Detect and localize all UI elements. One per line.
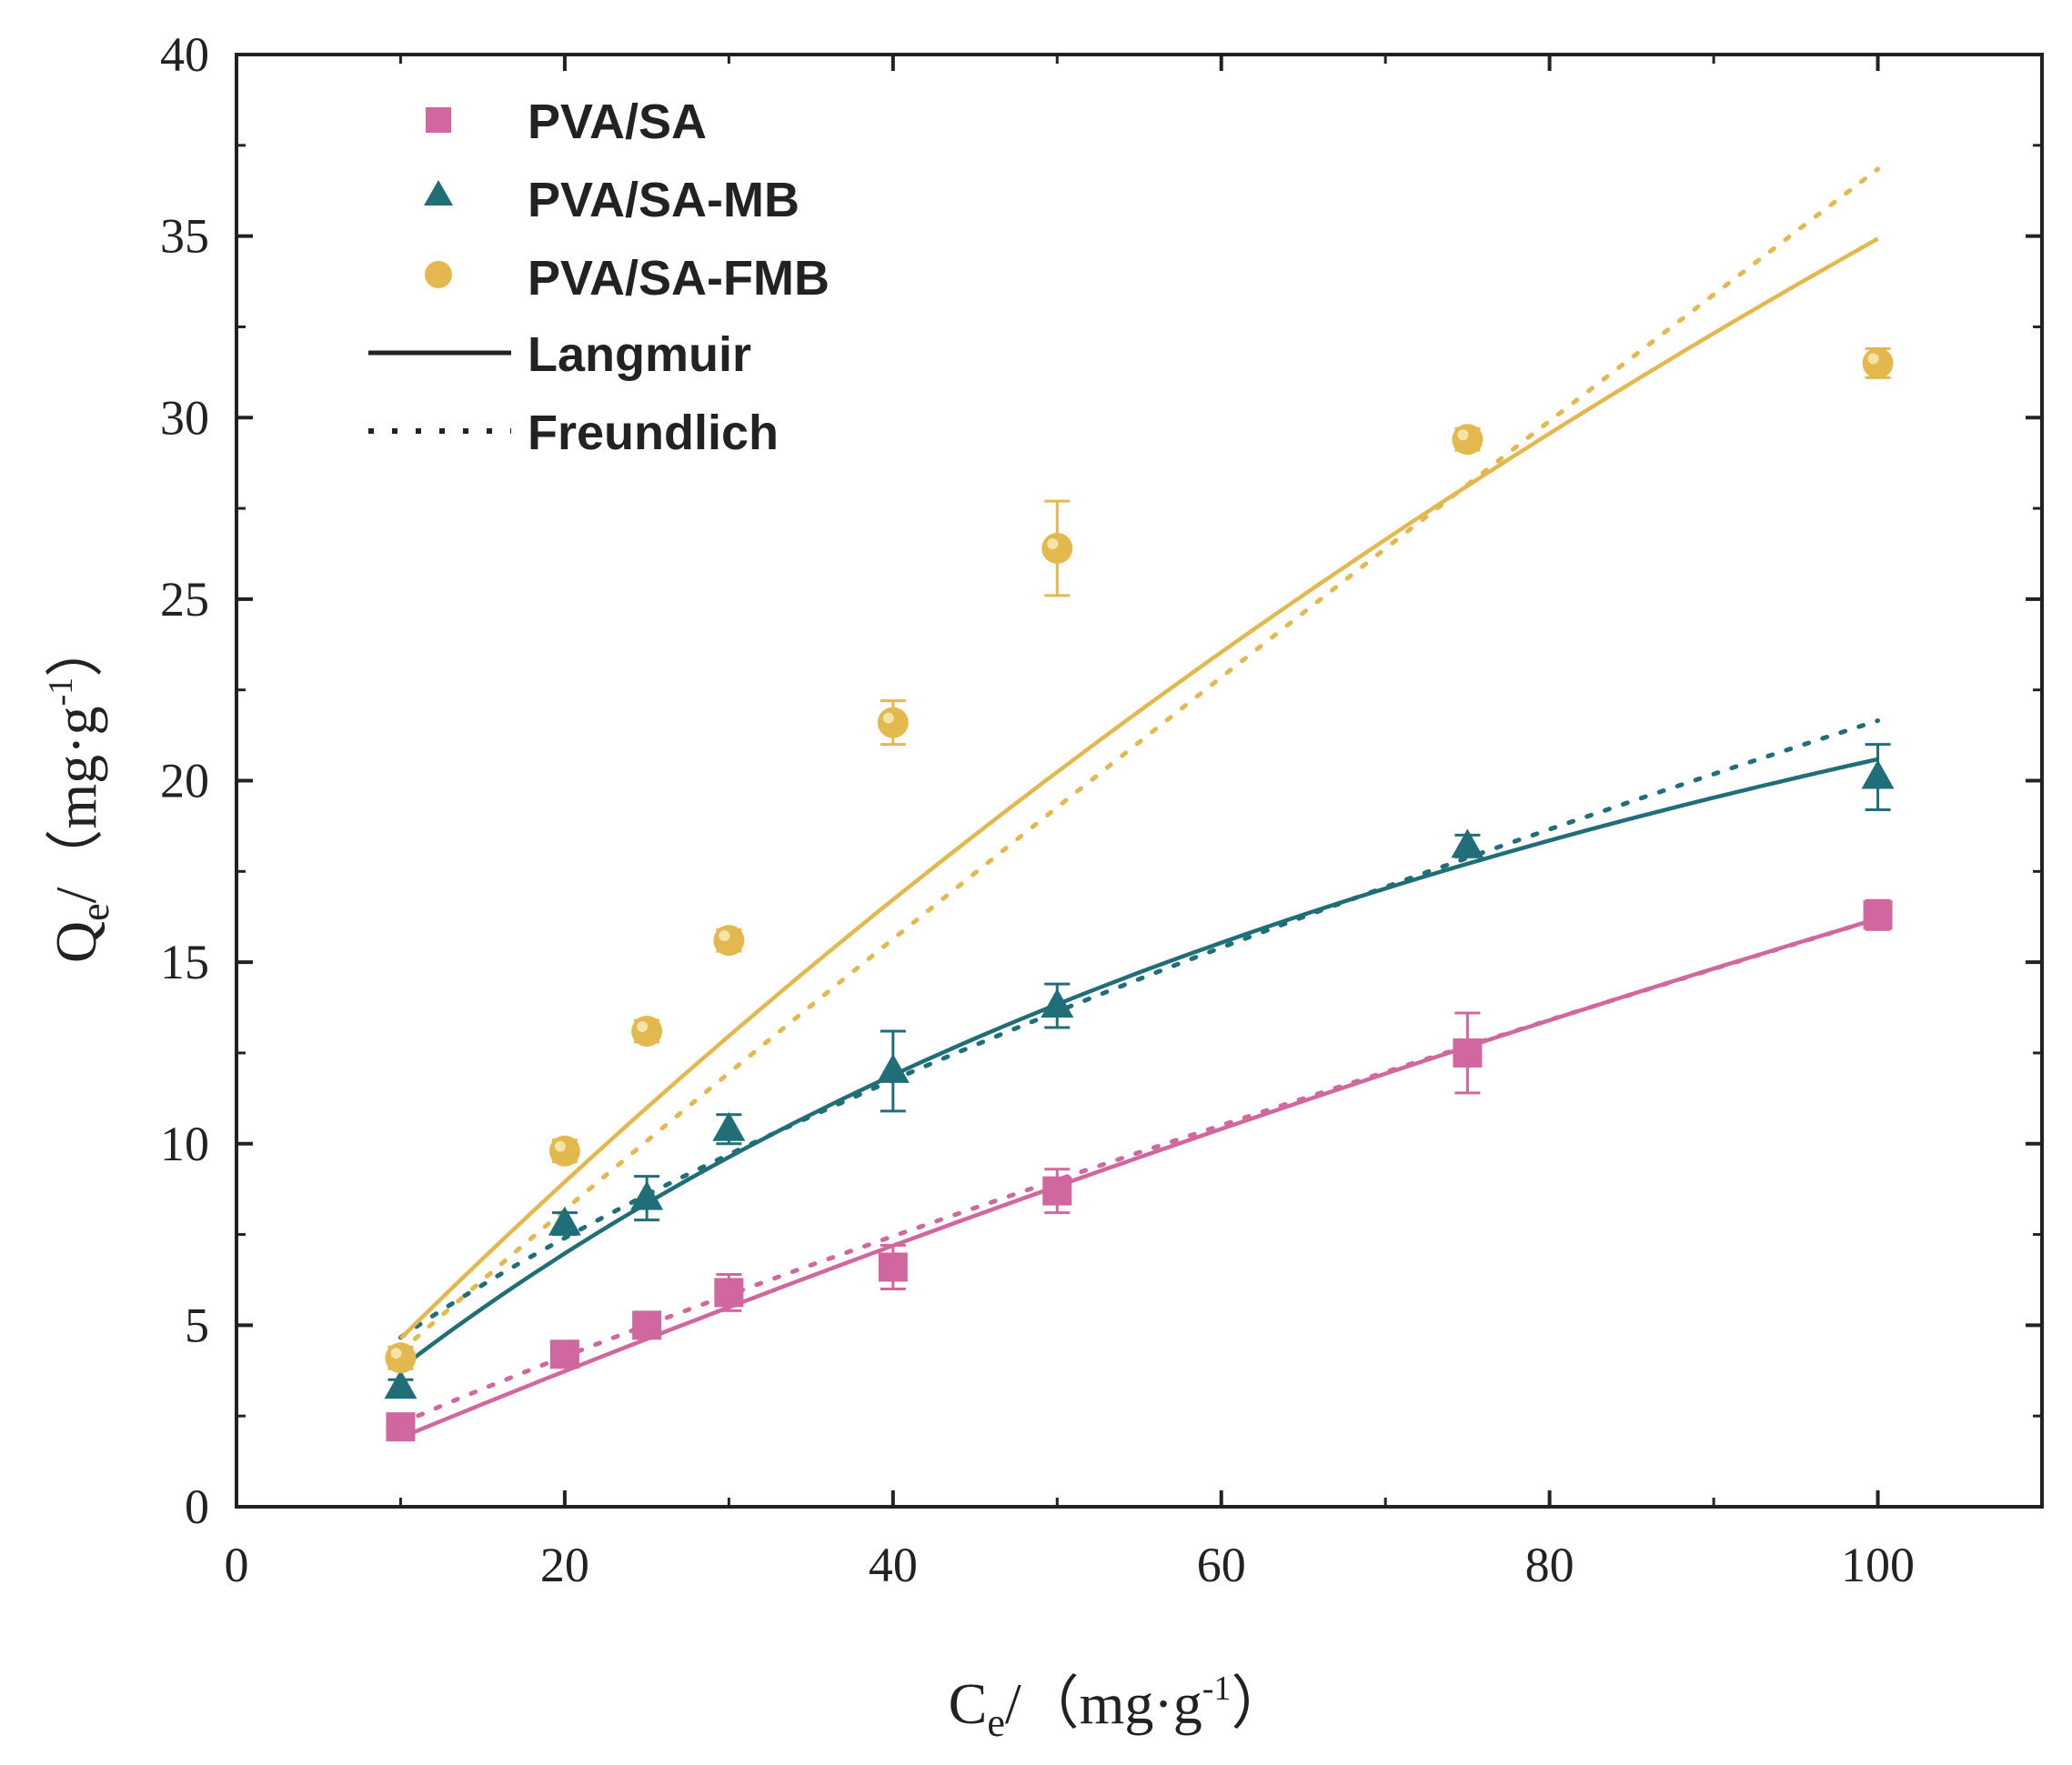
- y-tick-label: 5: [185, 1298, 209, 1352]
- data-point-pva-sa-fmb: [877, 707, 909, 738]
- data-point-pva-sa: [878, 1252, 908, 1282]
- data-point-pva-sa-fmb: [1862, 347, 1894, 379]
- data-point-pva-sa-mb: [876, 1053, 910, 1083]
- legend-label-langmuir: Langmuir: [528, 327, 751, 382]
- y-tick-label: 35: [160, 209, 209, 264]
- x-tick-label: 0: [225, 1538, 249, 1592]
- langmuir-curve-series-1: [399, 757, 1878, 1370]
- legend-label-pva-sa-mb: PVA/SA-MB: [528, 173, 800, 227]
- data-point-highlight: [637, 1020, 649, 1032]
- data-point-pva-sa-fmb: [1452, 424, 1484, 456]
- data-point-highlight: [882, 712, 894, 724]
- data-point-pva-sa-mb: [384, 1369, 417, 1399]
- data-point-highlight: [1457, 429, 1469, 441]
- data-point-pva-sa-mb: [1041, 988, 1074, 1018]
- data-point-pva-sa-fmb: [631, 1015, 663, 1047]
- data-point-pva-sa: [632, 1310, 662, 1340]
- data-point-highlight: [719, 930, 730, 942]
- y-tick-label: 20: [160, 754, 209, 808]
- data-point-pva-sa: [1042, 1176, 1072, 1206]
- langmuir-curve-series-2: [398, 236, 1879, 1340]
- data-points: [384, 346, 1895, 1442]
- data-point-pva-sa-mb: [1861, 759, 1895, 789]
- y-tick-label: 30: [160, 390, 209, 445]
- data-point-pva-sa-mb: [1451, 828, 1484, 858]
- langmuir-curve-series-0: [399, 917, 1879, 1440]
- legend-label-pva-sa: PVA/SA: [528, 95, 707, 149]
- data-point-pva-sa-mb: [630, 1180, 664, 1210]
- x-axis-title: Ce/（mg·g-1）: [949, 1670, 1290, 1745]
- y-tick-label: 25: [160, 572, 209, 627]
- data-point-pva-sa: [1863, 900, 1893, 930]
- x-tick-label: 20: [540, 1538, 589, 1592]
- y-tick-label: 40: [160, 27, 209, 82]
- legend-label-freundlich: Freundlich: [528, 406, 779, 460]
- legend-marker-pva-sa-mb: [424, 180, 453, 206]
- freundlich-curve-series-2: [398, 166, 1880, 1354]
- x-tick-label: 100: [1841, 1538, 1915, 1592]
- data-point-pva-sa-fmb: [548, 1135, 580, 1167]
- plot-frame: [235, 53, 2044, 1509]
- data-point-pva-sa-fmb: [713, 925, 745, 957]
- legend: PVA/SA PVA/SA-MB PVA/SA-FMB Langmuir Fre…: [368, 95, 830, 460]
- y-tick-label: 15: [160, 935, 209, 989]
- data-point-highlight: [1047, 537, 1059, 549]
- data-point-highlight: [554, 1140, 566, 1152]
- data-point-pva-sa: [714, 1278, 744, 1308]
- x-tick-label: 60: [1197, 1538, 1246, 1592]
- data-point-pva-sa-mb: [712, 1111, 746, 1141]
- legend-label-pva-sa-fmb: PVA/SA-FMB: [528, 251, 830, 306]
- x-tick-label: 80: [1525, 1538, 1574, 1592]
- legend-marker-pva-sa-fmb: [425, 261, 452, 288]
- legend-marker-pva-sa: [426, 107, 451, 133]
- y-tick-label: 0: [185, 1479, 209, 1534]
- x-tick-label: 40: [869, 1538, 918, 1592]
- data-point-pva-sa: [386, 1412, 416, 1442]
- data-point-pva-sa-fmb: [1041, 532, 1073, 564]
- data-point-highlight: [390, 1348, 402, 1359]
- data-point-highlight: [1867, 353, 1879, 365]
- data-point-pva-sa: [549, 1339, 579, 1369]
- y-axis-title: Qe/（mg·g-1）: [42, 619, 117, 963]
- y-tick-label: 10: [160, 1117, 209, 1171]
- axes-ticks: 0 20 40 60 80 100 0 5 10 15 20 25 30 35 40: [160, 27, 2042, 1592]
- data-point-pva-sa-fmb: [385, 1342, 417, 1374]
- data-point-pva-sa-mb: [548, 1206, 581, 1236]
- data-point-pva-sa: [1453, 1038, 1483, 1068]
